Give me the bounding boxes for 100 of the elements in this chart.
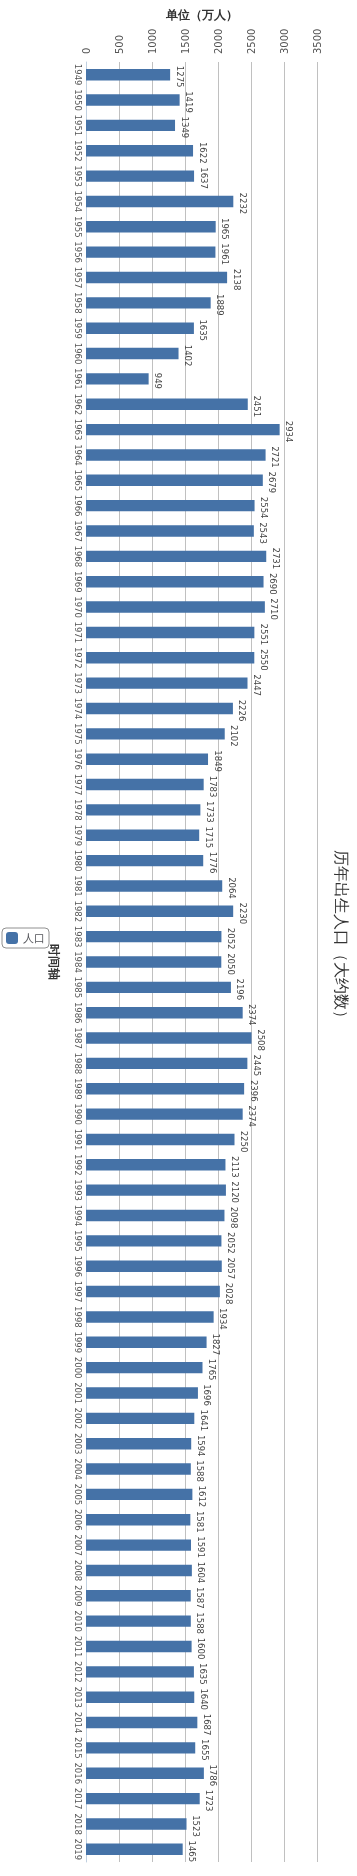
bar [86, 119, 176, 132]
y-tick-label: 1959 [72, 317, 83, 340]
data-label: 1776 [207, 851, 218, 874]
data-label: 2098 [228, 1206, 239, 1229]
data-label: 2052 [225, 1232, 236, 1254]
bar [86, 1209, 225, 1222]
data-label: 2447 [252, 674, 262, 696]
y-tick-label: 2002 [72, 1407, 83, 1430]
bar [86, 1133, 235, 1146]
data-label: 2057 [226, 1257, 237, 1280]
data-label: 1612 [196, 1485, 207, 1508]
y-tick-label: 1997 [72, 1280, 83, 1303]
data-label: 1419 [184, 91, 195, 113]
y-tick-label: 1958 [72, 292, 83, 314]
bar [86, 1514, 191, 1526]
legend-label: 人口 [23, 931, 45, 945]
y-tick-label: 1966 [72, 494, 83, 517]
data-label: 2196 [235, 978, 246, 1001]
bar [86, 1032, 252, 1044]
bar [86, 804, 201, 816]
y-tick-label: 2014 [72, 1711, 83, 1734]
data-label: 1655 [199, 1739, 210, 1761]
bar [86, 170, 195, 182]
y-tick-label: 1953 [72, 165, 83, 187]
bar [86, 1463, 191, 1475]
data-label: 2550 [258, 648, 269, 671]
y-tick-label: 1973 [72, 672, 83, 694]
y-tick-label: 2008 [72, 1559, 83, 1582]
bar [86, 347, 179, 360]
y-tick-label: 1967 [72, 520, 83, 542]
y-tick-label: 1955 [72, 215, 83, 238]
bar [86, 1361, 203, 1374]
y-tick-label: 2019 [72, 1838, 83, 1861]
bar [86, 1007, 243, 1019]
text: 历年出生人口（大约数） [331, 850, 351, 1026]
data-label: 2543 [258, 522, 269, 544]
y-axis-title: 时间轴 [47, 944, 61, 980]
data-label: 1723 [204, 1789, 215, 1812]
bar [86, 499, 255, 512]
y-tick-label: 2013 [72, 1686, 83, 1709]
bar [86, 1767, 204, 1779]
data-label: 1588 [195, 1460, 206, 1482]
data-label: 1637 [198, 167, 209, 189]
y-tick-label: 2016 [72, 1762, 83, 1785]
y-tick-label: 1984 [72, 951, 83, 973]
y-tick-label: 2011 [72, 1635, 83, 1658]
y-tick-label: 2017 [72, 1787, 83, 1810]
data-label: 1587 [195, 1586, 206, 1609]
y-tick-label: 1985 [72, 976, 83, 999]
bar [86, 905, 234, 917]
data-label: 949 [153, 372, 164, 390]
y-tick-label: 2000 [72, 1356, 83, 1379]
data-label: 1275 [174, 65, 185, 88]
x-tick-label: 2000 [212, 28, 224, 54]
y-tick-label: 1970 [72, 596, 83, 618]
x-tick-label: 3500 [311, 28, 323, 54]
data-label: 1588 [195, 1612, 206, 1634]
bar [86, 702, 233, 715]
data-label: 2554 [259, 496, 270, 519]
data-label: 2731 [270, 547, 281, 570]
data-label: 2721 [270, 446, 281, 468]
y-tick-label: 1957 [72, 266, 83, 289]
y-tick-label: 2015 [72, 1737, 83, 1759]
data-label: 2232 [237, 192, 248, 215]
bar [86, 1843, 183, 1856]
bar [86, 1057, 248, 1070]
bar [86, 1260, 222, 1272]
y-tick-label: 1988 [72, 1052, 83, 1075]
data-label: 1402 [183, 344, 194, 367]
y-tick-label: 2018 [72, 1813, 83, 1835]
y-tick-label: 1996 [72, 1255, 83, 1278]
y-tick-label: 1951 [72, 114, 83, 137]
data-label: 1687 [201, 1713, 212, 1736]
y-tick-label: 2007 [72, 1534, 83, 1556]
bar [86, 829, 200, 841]
bar [86, 322, 194, 334]
y-tick-label: 1949 [72, 63, 83, 86]
y-tick-label: 1987 [72, 1027, 83, 1049]
data-label: 1786 [208, 1764, 219, 1787]
y-tick-label: 1956 [72, 241, 83, 263]
bar [86, 145, 194, 157]
bar [86, 1311, 214, 1323]
data-label: 1827 [211, 1333, 222, 1356]
bar [86, 1666, 194, 1678]
y-tick-label: 1995 [72, 1230, 83, 1252]
bar [86, 1742, 196, 1754]
y-tick-label: 1954 [72, 190, 83, 213]
data-label: 1961 [219, 243, 230, 265]
data-label: 1849 [212, 750, 223, 772]
y-tick-label: 2001 [72, 1382, 83, 1404]
x-tick-label: 500 [113, 34, 125, 54]
y-tick-label: 1971 [72, 621, 83, 644]
data-label: 2250 [239, 1130, 249, 1153]
y-tick-label: 2005 [72, 1483, 83, 1506]
data-label: 2052 [225, 927, 236, 950]
data-label: 2102 [229, 725, 240, 747]
bar [86, 1285, 220, 1298]
x-tick-label: 2500 [245, 28, 257, 54]
x-tick-label: 3000 [278, 28, 290, 54]
x-tick-label: 1500 [179, 28, 191, 54]
